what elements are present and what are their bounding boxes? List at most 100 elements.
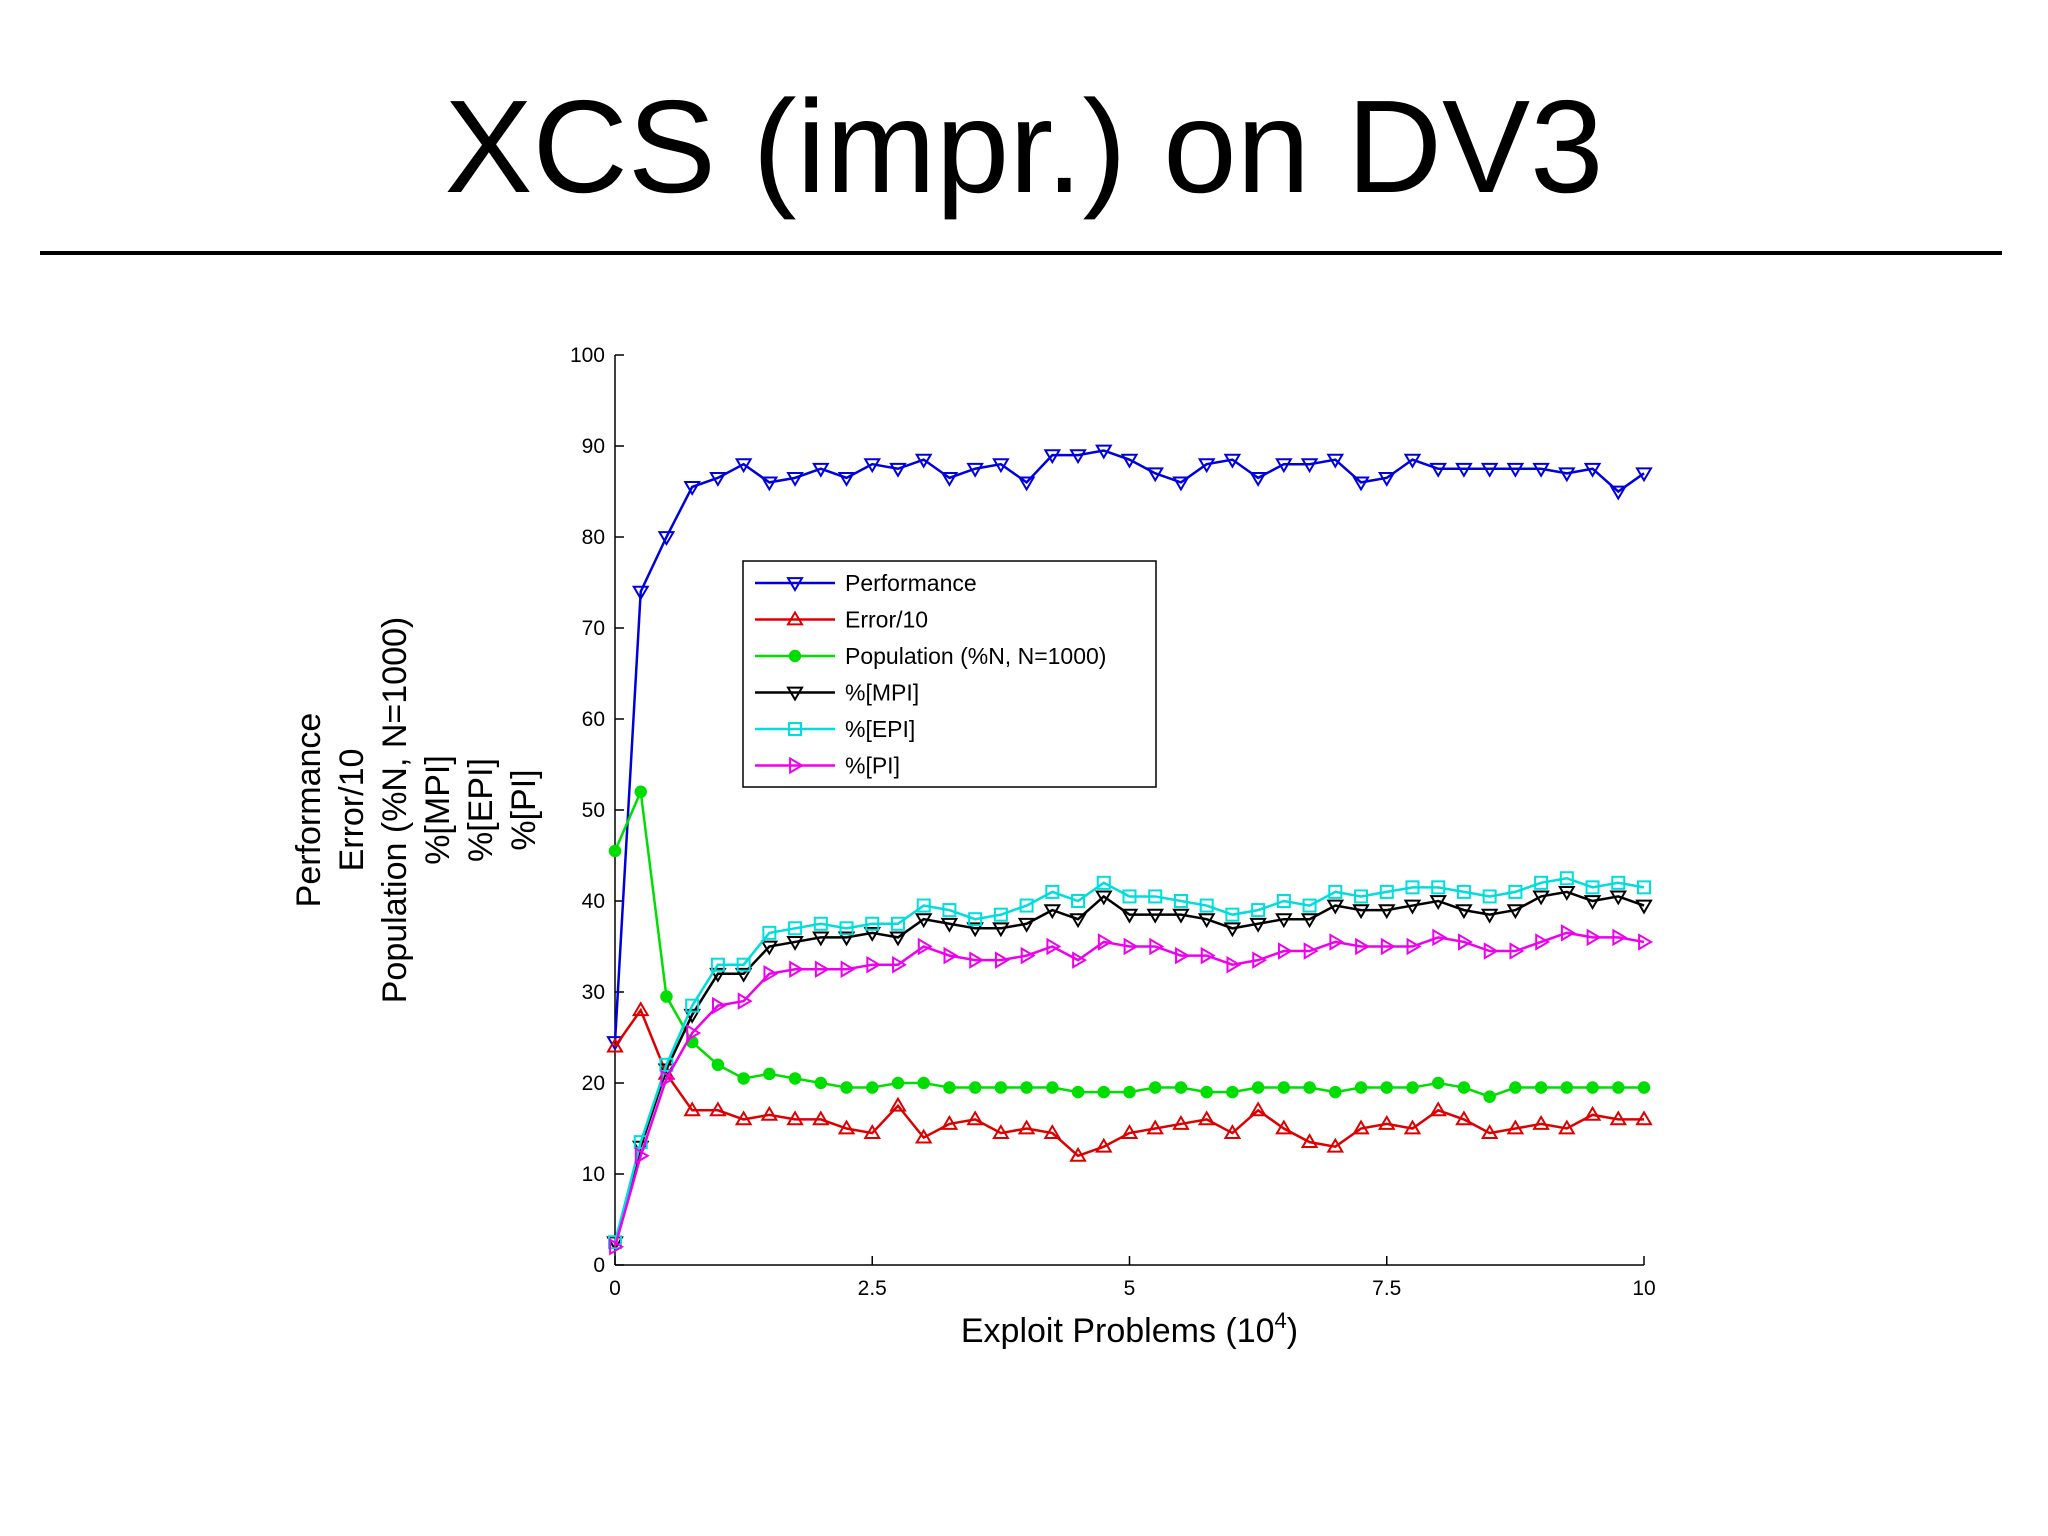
data-point <box>1635 899 1653 915</box>
data-point <box>1429 895 1447 910</box>
y-tick-label: 30 <box>582 981 605 1004</box>
data-point <box>1637 880 1651 895</box>
data-point <box>1378 904 1396 920</box>
data-point <box>786 936 804 951</box>
legend-label: Population (%N, N=1000) <box>845 643 1106 669</box>
data-point <box>1095 890 1113 906</box>
legend-item: %[EPI] <box>755 716 915 742</box>
data-point <box>1096 875 1111 890</box>
data-point <box>914 453 933 469</box>
data-point <box>1480 908 1499 924</box>
data-point <box>1352 904 1370 920</box>
legend-item: Population (%N, N=1000) <box>755 643 1106 669</box>
data-point <box>1586 1081 1599 1094</box>
data-point <box>1148 889 1163 904</box>
data-point <box>1458 933 1473 951</box>
legend-label: %[EPI] <box>845 716 915 742</box>
data-point <box>1148 1081 1162 1094</box>
data-point <box>631 1001 650 1017</box>
data-point <box>992 458 1010 474</box>
x-tick-label: 5 <box>1124 1277 1136 1300</box>
data-point <box>1534 875 1549 890</box>
data-point <box>916 898 931 913</box>
data-point <box>1354 889 1369 904</box>
data-point <box>1249 917 1267 933</box>
data-point <box>1097 1085 1111 1099</box>
data-point <box>863 926 881 942</box>
data-point <box>1251 903 1266 918</box>
data-point <box>1586 928 1602 947</box>
data-point <box>1303 1081 1316 1094</box>
data-point <box>609 1238 624 1256</box>
data-point <box>710 957 725 972</box>
data-point <box>940 917 959 933</box>
data-point <box>839 921 854 936</box>
legend: Performance Error/10 Population (%N, N=100… <box>742 560 1157 788</box>
data-point <box>1225 907 1240 922</box>
series-line <box>613 449 1645 1043</box>
data-point <box>889 1096 907 1112</box>
data-point <box>1378 1114 1396 1130</box>
data-point <box>994 1081 1008 1094</box>
data-point <box>1017 476 1036 492</box>
x-tick-label: 0 <box>609 1277 621 1300</box>
data-point <box>1480 462 1499 478</box>
data-point <box>1173 894 1188 908</box>
data-point <box>1120 1124 1139 1139</box>
series-line <box>613 931 1645 1248</box>
data-point <box>1506 904 1525 920</box>
legend-item: Performance <box>755 570 977 596</box>
data-point <box>1585 880 1600 895</box>
data-point <box>711 1058 725 1072</box>
data-point <box>1609 485 1628 501</box>
data-point <box>1251 1081 1265 1094</box>
data-point <box>1509 942 1525 960</box>
data-point <box>1197 913 1216 929</box>
data-point <box>1326 899 1345 915</box>
data-point <box>1175 946 1190 965</box>
series-line <box>613 876 1645 1243</box>
data-point <box>1226 1085 1239 1099</box>
data-point <box>1431 1076 1445 1090</box>
data-point <box>1378 471 1396 487</box>
data-point <box>683 1101 701 1117</box>
legend-label: Performance <box>845 570 977 596</box>
data-point <box>734 458 753 474</box>
y-axis-label-line: Population (%N, N=1000) <box>376 617 414 1004</box>
data-point <box>1275 1119 1293 1135</box>
data-point <box>866 955 882 974</box>
data-point <box>866 1081 879 1094</box>
series-1 <box>606 1001 1653 1162</box>
legend-swatch-marker <box>786 577 804 592</box>
y-axis-label-line: %[PI] <box>505 769 543 850</box>
data-point <box>1020 946 1036 965</box>
data-point <box>712 996 727 1015</box>
data-point <box>709 471 727 487</box>
data-point <box>1122 889 1137 904</box>
data-point <box>1146 1119 1164 1135</box>
data-point <box>994 951 1010 969</box>
legend-label: %[PI] <box>845 753 900 779</box>
data-point <box>1329 933 1345 951</box>
data-point <box>1069 449 1087 465</box>
data-point <box>734 1110 753 1126</box>
data-point <box>812 462 830 478</box>
legend-swatch-marker <box>789 756 804 775</box>
data-point <box>760 476 779 492</box>
data-point <box>814 960 830 978</box>
data-point <box>1354 1081 1368 1094</box>
data-point <box>1532 1114 1550 1130</box>
data-point <box>814 1076 828 1090</box>
data-point <box>1275 458 1293 474</box>
data-point <box>1095 444 1113 460</box>
data-point <box>1403 899 1422 915</box>
data-point <box>892 955 907 974</box>
data-point <box>1635 1110 1653 1126</box>
data-point <box>863 458 881 474</box>
data-point <box>1197 458 1216 474</box>
slide-title: XCS (impr.) on DV3 <box>444 73 1604 220</box>
data-point <box>1146 467 1164 483</box>
legend-box <box>742 560 1157 788</box>
y-tick-label: 0 <box>593 1254 605 1277</box>
data-point <box>1200 946 1216 965</box>
